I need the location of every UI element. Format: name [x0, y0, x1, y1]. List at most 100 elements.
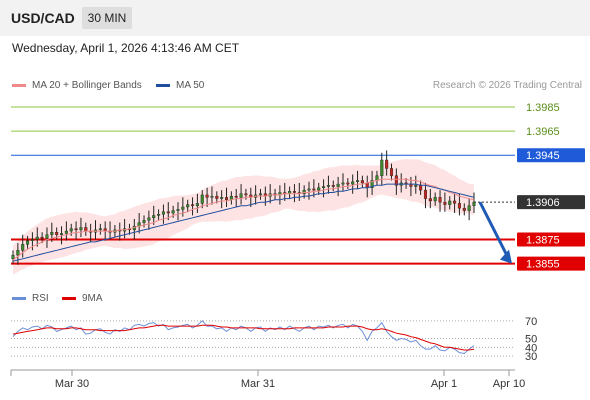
datetime-label: Wednesday, April 1, 2026 4:13:46 AM CET	[12, 41, 240, 55]
ma20-swatch	[12, 83, 26, 87]
candle-body	[176, 209, 180, 211]
candle-body	[64, 230, 68, 234]
candle-body	[40, 236, 44, 239]
rsi-line	[12, 320, 475, 355]
candle-body	[346, 182, 350, 185]
candle-body	[457, 203, 461, 209]
candle-body	[220, 197, 224, 199]
candle-body	[443, 201, 447, 205]
forecast-arrow	[478, 201, 512, 264]
rsi-swatch	[12, 296, 26, 300]
candle-body	[258, 193, 263, 196]
candle-body	[30, 239, 34, 241]
forecast-arrow-head	[500, 249, 512, 264]
x-axis: Mar 30 Mar 31 Apr 1 Apr 10	[10, 369, 525, 390]
legend-ma50: MA 50	[156, 80, 204, 91]
candle-body	[234, 195, 238, 198]
top-bar: USD/CAD 30 MIN	[0, 0, 590, 36]
candle-body	[394, 175, 398, 186]
candle-body	[322, 186, 326, 188]
candle-body	[215, 195, 219, 199]
candle-body	[244, 193, 248, 196]
level-label-1.3855: 1.3855	[526, 259, 560, 271]
candle-body	[224, 197, 229, 200]
level-tag-1.3875	[517, 232, 585, 247]
candle-body	[307, 188, 311, 191]
copyright-text: Research © 2026 Trading Central	[432, 80, 582, 91]
rsi-axis-label-40: 40	[525, 342, 537, 354]
candle-body	[448, 200, 452, 205]
candle-body	[302, 189, 306, 194]
candle-body	[210, 195, 214, 198]
candle-body	[26, 240, 30, 245]
candle-body	[467, 205, 471, 211]
level-tag-1.3855	[517, 256, 585, 271]
ma9-label: 9MA	[82, 293, 103, 304]
candle-body	[191, 204, 195, 206]
level-label-1.3945: 1.3945	[526, 150, 560, 162]
ma20-line	[12, 178, 475, 261]
rsi-axis-label-30: 30	[525, 351, 537, 363]
ma20-label: MA 20 + Bollinger Bands	[32, 80, 142, 91]
candle-body	[462, 207, 466, 211]
level-tag-1.3906	[517, 195, 585, 210]
candle-body	[200, 194, 204, 204]
candle-body	[59, 233, 64, 235]
candle-body	[45, 234, 49, 239]
candle-body	[186, 204, 190, 208]
symbol-title: USD/CAD	[11, 10, 75, 26]
bollinger-band-area	[13, 159, 474, 275]
candle-body	[433, 197, 437, 202]
candle-body	[21, 244, 25, 251]
level-tag-1.3945	[517, 148, 585, 163]
candle-body	[74, 228, 78, 231]
rsi-label: RSI	[32, 293, 49, 304]
candle-body	[69, 228, 73, 232]
candle-body	[419, 185, 423, 191]
timeframe-button[interactable]: 30 MIN	[82, 7, 132, 29]
candle-body	[181, 206, 185, 210]
bollinger-bands	[13, 159, 474, 275]
moving-averages	[12, 178, 475, 262]
candle-body	[161, 211, 165, 215]
candle-body	[356, 180, 360, 182]
candle-body	[16, 250, 20, 256]
candle-body	[317, 187, 321, 191]
candle-body	[389, 168, 394, 176]
candle-body	[98, 228, 102, 231]
rsi-ma9-line	[12, 324, 475, 351]
candle-body	[360, 180, 364, 184]
forecast-arrow-line	[478, 201, 510, 259]
candle-body	[331, 185, 335, 187]
candle-body	[428, 198, 432, 202]
candle-body	[11, 254, 15, 259]
rsi-axis-label-70: 70	[525, 316, 537, 328]
candle-body	[341, 182, 345, 185]
level-label-1.3906: 1.3906	[526, 197, 560, 209]
rsi-axis-label-50: 50	[525, 334, 537, 346]
legend-9ma: 9MA	[62, 293, 103, 304]
candle-body	[147, 217, 151, 221]
legend-ma20: MA 20 + Bollinger Bands	[12, 80, 142, 91]
x-axis-label-2: Apr 1	[431, 378, 457, 390]
level-labels: 1.3985 1.3965 1.3945 1.3906 1.3875 1.3855	[517, 102, 585, 271]
candle-body	[142, 220, 146, 223]
candle-body	[157, 214, 161, 216]
candle-body	[35, 236, 39, 240]
candle-body	[195, 203, 199, 206]
candle-body	[171, 210, 175, 214]
x-axis-label-1: Mar 31	[241, 378, 275, 390]
candle-body	[336, 183, 340, 187]
candle-body	[472, 201, 476, 206]
candle-body	[152, 215, 156, 219]
candle-body	[166, 211, 170, 214]
candle-body	[453, 200, 457, 204]
level-label-1.3875: 1.3875	[526, 234, 560, 246]
ma50-label: MA 50	[176, 80, 205, 91]
candle-body	[292, 191, 296, 193]
candle-body	[370, 180, 374, 188]
x-axis-label-3: Apr 10	[493, 378, 525, 390]
level-label-1.3985: 1.3985	[526, 102, 560, 114]
